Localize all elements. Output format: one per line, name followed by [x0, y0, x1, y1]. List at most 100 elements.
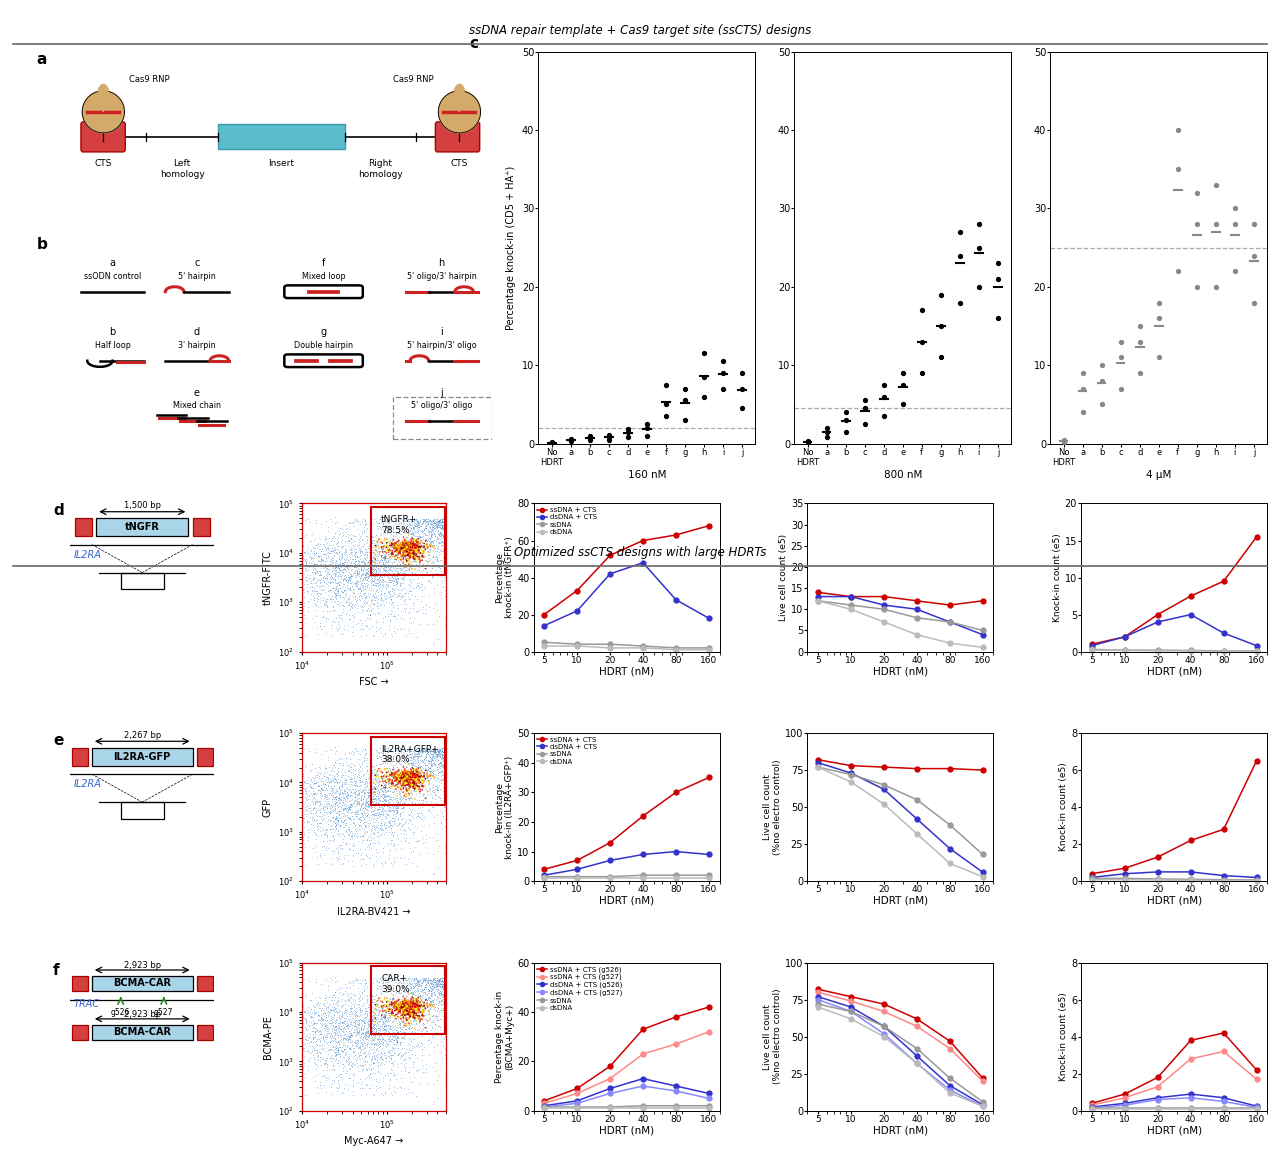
Point	[393, 756, 413, 775]
Point	[329, 1035, 349, 1053]
Point	[337, 557, 357, 576]
Point	[321, 998, 342, 1016]
Point	[410, 513, 430, 532]
Point	[294, 817, 315, 836]
Point	[399, 999, 420, 1017]
Point	[349, 759, 370, 777]
Point	[372, 1085, 393, 1104]
Point	[412, 752, 433, 770]
Point	[417, 782, 438, 800]
Point	[298, 1052, 319, 1070]
Point	[425, 541, 445, 559]
Point	[319, 1049, 339, 1067]
Point	[356, 1022, 376, 1041]
Point	[393, 991, 413, 1009]
Point	[381, 1000, 402, 1019]
Point	[390, 538, 411, 556]
Point	[392, 1001, 412, 1020]
Point	[352, 783, 372, 801]
Point	[324, 1017, 344, 1036]
Point	[426, 517, 447, 535]
Point	[406, 546, 426, 564]
Point	[374, 532, 394, 550]
Point	[402, 536, 422, 555]
Point	[367, 988, 388, 1006]
Point	[399, 1035, 420, 1053]
Point	[305, 582, 325, 601]
Point	[402, 764, 422, 783]
Point	[323, 589, 343, 608]
Point	[343, 986, 364, 1005]
Point	[358, 849, 379, 868]
Point	[312, 608, 333, 626]
Point	[372, 773, 393, 792]
Point	[413, 1001, 434, 1020]
Point	[323, 596, 343, 615]
Point	[305, 1022, 325, 1041]
Point	[311, 849, 332, 868]
Point	[430, 746, 451, 764]
Point	[351, 1050, 371, 1068]
Point	[394, 991, 415, 1009]
Point	[355, 746, 375, 764]
Point	[381, 854, 402, 872]
Point	[375, 1066, 396, 1084]
Point	[367, 1039, 388, 1058]
Point	[433, 1037, 453, 1055]
Point	[364, 547, 384, 565]
Point	[389, 544, 410, 563]
Point	[370, 1020, 390, 1038]
Point	[321, 777, 342, 795]
Point	[340, 772, 361, 791]
Point	[338, 622, 358, 640]
Point	[321, 786, 342, 805]
Point	[411, 761, 431, 779]
Point	[358, 795, 379, 814]
Point	[301, 1044, 321, 1062]
Point	[434, 556, 454, 574]
Point	[361, 1035, 381, 1053]
Point	[371, 997, 392, 1015]
Point	[317, 547, 338, 565]
Point	[435, 514, 456, 533]
Point	[397, 772, 417, 791]
Point	[335, 570, 356, 588]
Point	[380, 770, 401, 788]
Point	[370, 1034, 390, 1052]
Point	[422, 798, 443, 816]
Point	[389, 994, 410, 1013]
Point	[364, 1004, 384, 1022]
Point	[426, 777, 447, 795]
Point	[316, 1011, 337, 1029]
Point	[306, 607, 326, 625]
Point	[355, 1014, 375, 1032]
Point	[367, 577, 388, 595]
Point	[421, 566, 442, 585]
Text: 3' hairpin: 3' hairpin	[178, 341, 216, 350]
Point	[362, 595, 383, 613]
Point	[364, 806, 384, 824]
Point	[403, 777, 424, 795]
Point	[360, 780, 380, 799]
Point	[355, 809, 375, 828]
Point	[326, 590, 347, 609]
Point	[374, 813, 394, 831]
Point	[307, 780, 328, 799]
Point	[351, 791, 371, 809]
Point	[374, 825, 394, 844]
Point	[375, 557, 396, 576]
Point	[433, 540, 453, 558]
Point	[346, 615, 366, 633]
Point	[376, 538, 397, 556]
Point	[361, 587, 381, 605]
Point	[407, 534, 428, 552]
X-axis label: HDRT (nM): HDRT (nM)	[599, 666, 654, 676]
Point	[394, 535, 415, 554]
Point	[381, 538, 402, 556]
Point	[428, 998, 448, 1016]
Point	[338, 595, 358, 613]
Point	[399, 777, 420, 795]
Point	[425, 745, 445, 763]
Point	[338, 527, 358, 546]
Point	[404, 764, 425, 783]
